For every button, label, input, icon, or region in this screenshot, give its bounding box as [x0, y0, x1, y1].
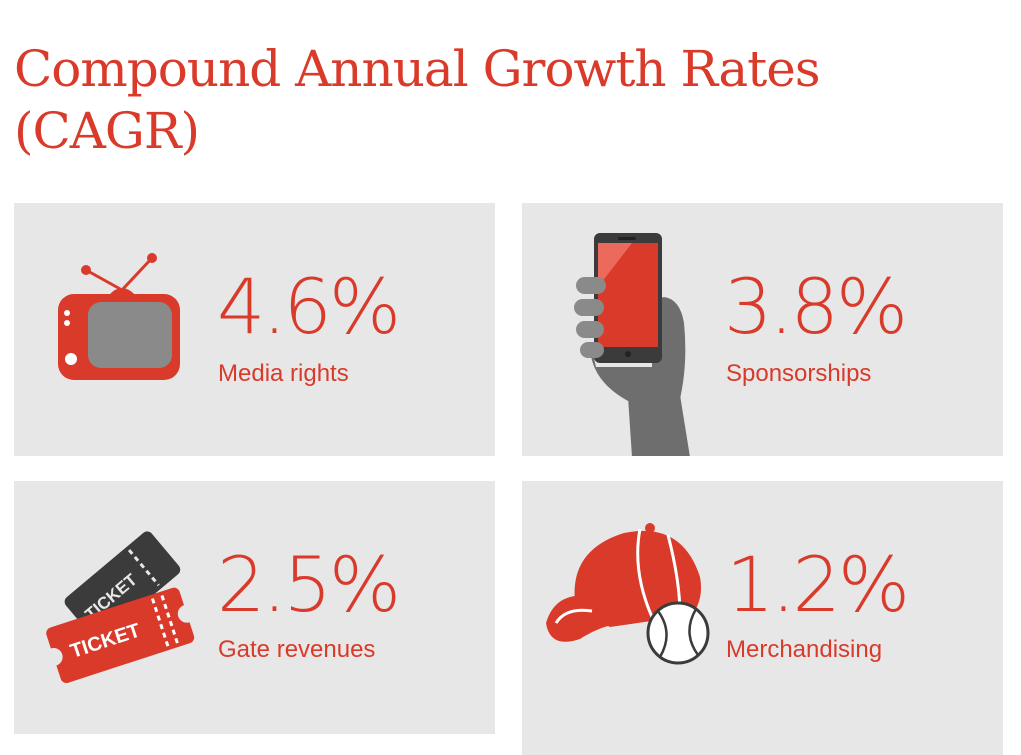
cagr-value: 4.6%: [217, 262, 401, 351]
cagr-tile-merchandising: 1.2% Merchandising: [522, 481, 1003, 755]
cagr-label: Media rights: [218, 360, 349, 387]
cagr-label: Sponsorships: [726, 360, 872, 387]
cap-and-ball-icon: [546, 523, 710, 665]
page-title: Compound Annual Growth Rates (CAGR): [14, 40, 820, 160]
cagr-tile-media-rights: 4.6% Media rights: [14, 203, 495, 456]
cagr-label: Merchandising: [726, 636, 883, 663]
cagr-label: Gate revenues: [218, 636, 376, 663]
tickets-icon: TICKET TICKET: [44, 531, 196, 683]
cagr-value: 3.8%: [724, 262, 908, 351]
tv-icon: [58, 253, 180, 380]
cagr-value: 2.5%: [217, 540, 401, 629]
smartphone-in-hand-icon: [574, 233, 690, 456]
cagr-value: 1.2%: [726, 540, 910, 629]
cagr-tile-gate-revenues: TICKET TICKET 2.5% Gate revenues: [14, 481, 495, 734]
cagr-tile-sponsorships: 3.8% Sponsorships: [522, 203, 1003, 456]
